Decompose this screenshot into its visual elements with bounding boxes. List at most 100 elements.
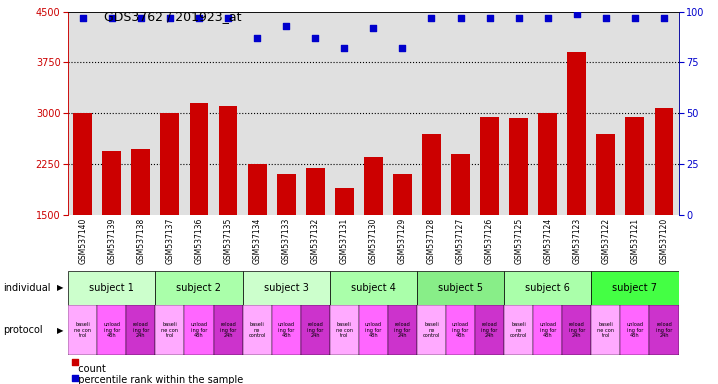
Bar xyxy=(306,167,325,215)
Bar xyxy=(276,174,296,215)
Text: GSM537123: GSM537123 xyxy=(572,218,582,264)
Bar xyxy=(243,271,330,305)
Bar xyxy=(248,164,266,215)
Point xyxy=(193,15,205,21)
Text: reload
ing for
24h: reload ing for 24h xyxy=(656,322,672,338)
Text: count: count xyxy=(72,364,106,374)
Bar xyxy=(155,271,243,305)
Point xyxy=(542,15,554,21)
Bar xyxy=(655,108,673,215)
Point xyxy=(658,15,670,21)
Bar xyxy=(388,305,417,355)
Text: GSM537140: GSM537140 xyxy=(78,218,88,264)
Bar xyxy=(417,271,504,305)
Text: reload
ing for
24h: reload ing for 24h xyxy=(569,322,585,338)
Text: GSM537126: GSM537126 xyxy=(485,218,494,264)
Text: percentile rank within the sample: percentile rank within the sample xyxy=(72,375,243,384)
Text: GSM537121: GSM537121 xyxy=(630,218,640,264)
Point xyxy=(135,15,146,21)
Bar xyxy=(213,305,243,355)
Text: subject 4: subject 4 xyxy=(351,283,396,293)
Bar xyxy=(155,305,185,355)
Text: unload
ing for
48h: unload ing for 48h xyxy=(539,322,556,338)
Text: GSM537127: GSM537127 xyxy=(456,218,465,264)
Point xyxy=(484,15,495,21)
Bar xyxy=(475,305,504,355)
Text: ▶: ▶ xyxy=(57,326,63,335)
Bar xyxy=(330,305,359,355)
Point xyxy=(513,15,524,21)
Text: reload
ing for
24h: reload ing for 24h xyxy=(307,322,323,338)
Text: GSM537129: GSM537129 xyxy=(398,218,407,264)
Bar xyxy=(335,188,354,215)
Point xyxy=(571,10,582,17)
Text: unload
ing for
48h: unload ing for 48h xyxy=(452,322,469,338)
Text: unload
ing for
48h: unload ing for 48h xyxy=(190,322,208,338)
Bar xyxy=(620,305,650,355)
Bar xyxy=(73,113,92,215)
Bar xyxy=(68,271,155,305)
Text: baseli
ne
control: baseli ne control xyxy=(423,322,440,338)
Point xyxy=(629,15,640,21)
Point xyxy=(77,15,88,21)
Bar xyxy=(330,271,417,305)
Text: GSM537139: GSM537139 xyxy=(107,218,116,264)
Bar xyxy=(451,154,470,215)
Bar xyxy=(190,103,208,215)
Text: baseli
ne con
trol: baseli ne con trol xyxy=(336,322,353,338)
Bar xyxy=(131,149,150,215)
Text: GSM537124: GSM537124 xyxy=(544,218,552,264)
Text: protocol: protocol xyxy=(4,325,43,335)
Point xyxy=(600,15,612,21)
Text: unload
ing for
48h: unload ing for 48h xyxy=(365,322,382,338)
Bar xyxy=(509,118,528,215)
Text: reload
ing for
24h: reload ing for 24h xyxy=(220,322,236,338)
Text: GSM537135: GSM537135 xyxy=(223,218,233,264)
Text: GSM537120: GSM537120 xyxy=(659,218,668,264)
Text: GSM537122: GSM537122 xyxy=(602,218,610,264)
Bar xyxy=(592,271,679,305)
Text: baseli
ne con
trol: baseli ne con trol xyxy=(74,322,91,338)
Point xyxy=(135,162,146,169)
Bar xyxy=(126,305,155,355)
Text: reload
ing for
24h: reload ing for 24h xyxy=(133,322,149,338)
Bar xyxy=(393,174,412,215)
Point xyxy=(368,25,379,31)
Text: GSM537125: GSM537125 xyxy=(514,218,523,264)
Point xyxy=(281,23,292,29)
Text: baseli
ne con
trol: baseli ne con trol xyxy=(162,322,179,338)
Bar xyxy=(562,305,592,355)
Bar xyxy=(625,118,644,215)
Point xyxy=(426,15,437,21)
Bar xyxy=(97,305,126,355)
Bar xyxy=(364,157,383,215)
Bar xyxy=(218,106,238,215)
Text: unload
ing for
48h: unload ing for 48h xyxy=(626,322,643,338)
Text: subject 5: subject 5 xyxy=(438,283,483,293)
Text: reload
ing for
24h: reload ing for 24h xyxy=(482,322,498,338)
Bar xyxy=(161,113,180,215)
Text: unload
ing for
48h: unload ing for 48h xyxy=(278,322,294,338)
Text: GSM537137: GSM537137 xyxy=(165,218,174,264)
Bar xyxy=(422,134,441,215)
Point xyxy=(106,15,118,21)
Text: subject 3: subject 3 xyxy=(264,283,309,293)
Text: subject 7: subject 7 xyxy=(612,283,658,293)
Point xyxy=(164,15,176,21)
Point xyxy=(396,45,408,51)
Bar xyxy=(359,305,388,355)
Bar xyxy=(504,271,592,305)
Bar xyxy=(567,52,586,215)
Bar xyxy=(533,305,562,355)
Text: GSM537138: GSM537138 xyxy=(136,218,145,264)
Text: GSM537128: GSM537128 xyxy=(427,218,436,264)
Text: individual: individual xyxy=(4,283,51,293)
Bar xyxy=(417,305,446,355)
Point xyxy=(251,35,263,41)
Text: reload
ing for
24h: reload ing for 24h xyxy=(394,322,411,338)
Text: subject 1: subject 1 xyxy=(89,283,134,293)
Text: GSM537130: GSM537130 xyxy=(369,218,378,264)
Point xyxy=(339,45,350,51)
Point xyxy=(309,35,321,41)
Text: GDS3762 / 201923_at: GDS3762 / 201923_at xyxy=(104,10,242,23)
